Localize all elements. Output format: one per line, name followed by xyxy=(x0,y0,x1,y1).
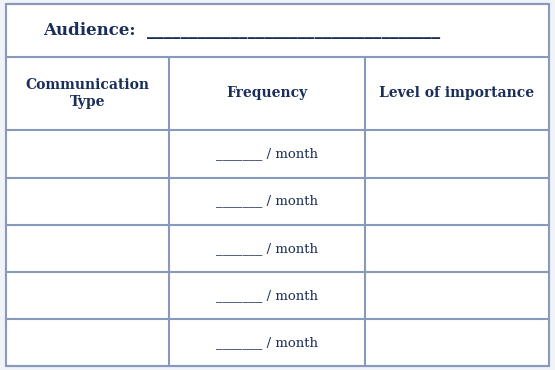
Text: _______ / month: _______ / month xyxy=(216,147,317,161)
Text: Communication
Type: Communication Type xyxy=(25,78,149,108)
Text: _______ / month: _______ / month xyxy=(216,289,317,302)
Text: _______ / month: _______ / month xyxy=(216,242,317,255)
Text: Level of importance: Level of importance xyxy=(380,87,534,101)
Text: Frequency: Frequency xyxy=(226,87,307,101)
Text: _______ / month: _______ / month xyxy=(216,336,317,349)
Text: _______ / month: _______ / month xyxy=(216,195,317,208)
Text: Audience:  ___________________________________: Audience: ______________________________… xyxy=(44,22,441,39)
